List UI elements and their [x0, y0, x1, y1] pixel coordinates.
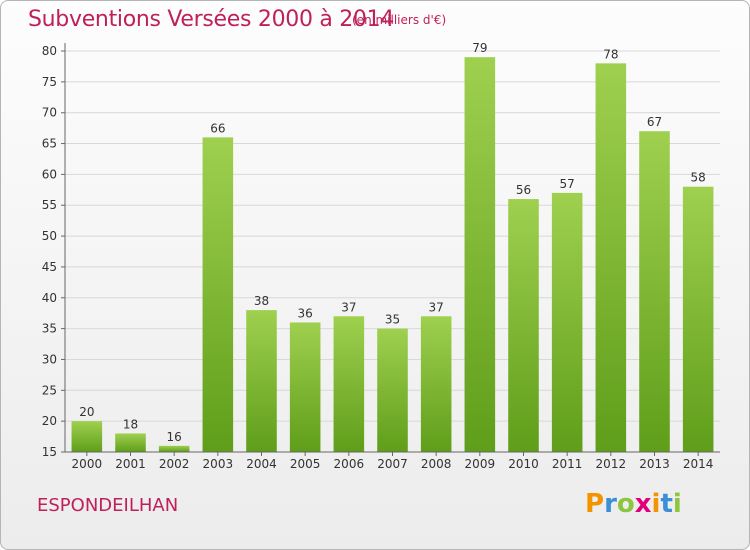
bar-2001	[115, 433, 146, 452]
logo-letter: o	[616, 489, 635, 519]
y-tick-label: 45	[42, 260, 57, 274]
x-tick-label-2005: 2005	[290, 457, 321, 471]
bar-2012	[595, 63, 627, 452]
y-tick-label: 80	[42, 44, 57, 58]
y-tick-label: 60	[42, 167, 57, 181]
bar-2002	[158, 445, 190, 452]
y-tick-label: 35	[42, 322, 57, 336]
logo-letter: r	[604, 489, 617, 519]
data-label-2014: 58	[691, 171, 706, 185]
x-tick-label-2004: 2004	[246, 457, 277, 471]
logo-letter: P	[585, 489, 605, 519]
bar-2014	[682, 186, 714, 452]
bar-2004	[246, 310, 277, 452]
bar-2006	[333, 316, 365, 452]
x-tick-label-2013: 2013	[639, 457, 670, 471]
y-tick-label: 50	[42, 229, 57, 243]
data-label-2004: 38	[254, 294, 269, 308]
bar-2008	[420, 316, 452, 452]
x-tick-label-2000: 2000	[72, 457, 103, 471]
y-tick-label: 75	[42, 75, 57, 89]
logo-letter: t	[660, 489, 673, 519]
y-tick-label: 40	[42, 291, 57, 305]
data-label-2012: 78	[603, 47, 618, 61]
bar-2010	[508, 199, 539, 452]
bar-2009	[464, 57, 496, 453]
bar-2000	[71, 421, 103, 452]
axis-layer: 15 20 25 30 35 40 45 50 55 60 65 70 75 80 2000 2001 2002…	[42, 43, 720, 471]
proxiti-logo: Proxiti	[585, 489, 682, 519]
x-tick-label-2014: 2014	[683, 457, 714, 471]
chart-subtitle: (en milliers d'€)	[352, 13, 447, 27]
data-label-2003: 66	[210, 121, 225, 135]
bar-2013	[639, 131, 670, 452]
bar-layer: 20 18 16 66 38 36 37 35 37 79 56 57 78 67 58	[71, 41, 714, 453]
y-tick-label: 20	[42, 414, 57, 428]
bar-2003	[202, 137, 234, 452]
data-label-2013: 67	[647, 115, 662, 129]
y-tick-label: 70	[42, 106, 57, 120]
logo-letter: i	[651, 489, 661, 519]
y-tick-label: 30	[42, 352, 57, 366]
data-label-2007: 35	[385, 313, 400, 327]
data-label-2001: 18	[123, 417, 138, 431]
logo-letter: i	[672, 489, 682, 519]
chart-title: Subventions Versées 2000 à 2014	[28, 7, 395, 32]
data-label-2011: 57	[560, 177, 575, 191]
x-tick-label-2012: 2012	[596, 457, 627, 471]
data-label-2006: 37	[341, 300, 356, 314]
x-tick-label-2009: 2009	[465, 457, 496, 471]
y-tick-label: 15	[42, 445, 57, 459]
bar-2007	[377, 328, 408, 452]
data-label-2005: 36	[298, 306, 313, 320]
x-tick-label-2002: 2002	[159, 457, 190, 471]
x-tick-label-2008: 2008	[421, 457, 452, 471]
data-label-2009: 79	[472, 41, 487, 55]
y-tick-label: 65	[42, 137, 57, 151]
x-tick-label-2003: 2003	[203, 457, 234, 471]
x-tick-label-2001: 2001	[115, 457, 146, 471]
logo-letter: x	[634, 489, 652, 519]
data-label-2008: 37	[429, 300, 444, 314]
data-label-2010: 56	[516, 183, 531, 197]
commune-name: ESPONDEILHAN	[37, 495, 179, 516]
x-tick-label-2010: 2010	[508, 457, 539, 471]
bar-2005	[289, 322, 321, 452]
data-label-2000: 20	[79, 405, 94, 419]
data-label-2002: 16	[167, 430, 182, 444]
y-tick-label: 55	[42, 198, 57, 212]
x-tick-label-2011: 2011	[552, 457, 583, 471]
bar-2011	[551, 192, 583, 452]
x-tick-label-2007: 2007	[377, 457, 408, 471]
y-tick-label: 25	[42, 383, 57, 397]
x-tick-label-2006: 2006	[334, 457, 365, 471]
